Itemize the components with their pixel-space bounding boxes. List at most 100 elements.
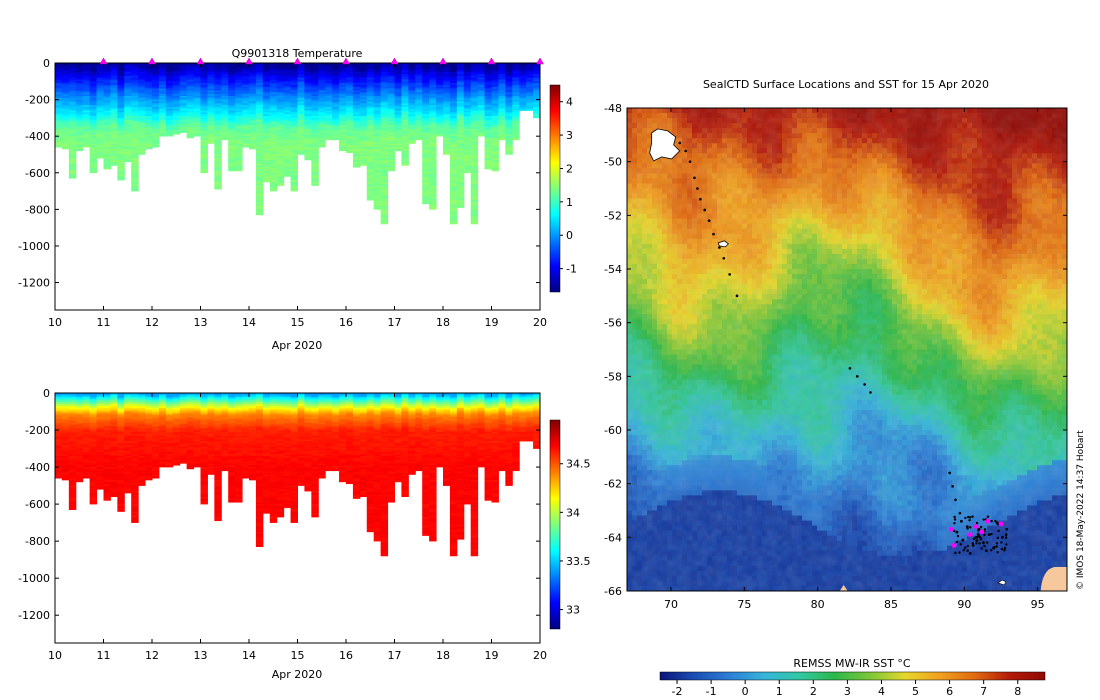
temperature-cell — [214, 139, 222, 142]
temperature-cell — [131, 73, 139, 77]
temperature-cell — [387, 141, 395, 144]
temperature-cell — [297, 68, 305, 71]
salinity-cell — [96, 470, 104, 473]
temperature-cell — [131, 117, 139, 121]
temperature-cell — [325, 121, 333, 124]
temperature-cell — [415, 81, 423, 84]
temperature-cell — [214, 167, 222, 170]
temperature-cell — [131, 132, 139, 135]
temperature-cell — [255, 200, 264, 203]
temperature-cell — [103, 105, 111, 108]
temperature-cell — [394, 145, 402, 148]
temperature-cell — [394, 130, 402, 133]
temperature-cell — [366, 189, 375, 192]
temperature-cell — [117, 94, 125, 97]
temperature-cell — [96, 130, 104, 133]
temperature-cell — [131, 125, 139, 128]
temperature-cell — [117, 103, 125, 106]
salinity-cell — [103, 439, 111, 442]
temperature-cell — [332, 101, 340, 104]
temperature-cell — [228, 150, 236, 153]
temperature-cell — [269, 169, 278, 172]
temperature-cell — [235, 163, 243, 166]
temperature-cell — [165, 106, 174, 110]
temperature-cell — [449, 116, 458, 119]
temperature-cell — [221, 66, 229, 69]
temperature-cell — [415, 84, 423, 88]
salinity-cell — [179, 393, 188, 396]
temperature-cell — [359, 75, 368, 78]
temperature-cell — [477, 121, 486, 124]
salinity-cell — [55, 435, 63, 438]
temperature-cell — [75, 92, 84, 95]
temperature-cell — [456, 159, 465, 163]
salinity-cell — [179, 407, 188, 410]
temperature-cell — [262, 123, 271, 126]
temperature-cell — [422, 83, 430, 86]
temperature-cell — [470, 218, 479, 221]
temperature-cell — [276, 117, 285, 121]
salinity-cell — [55, 398, 63, 401]
temperature-cell — [96, 156, 104, 159]
salinity-cell — [131, 424, 139, 427]
salinity-cell — [96, 422, 104, 425]
temperature-cell — [491, 152, 499, 155]
salinity-cell — [186, 413, 195, 416]
temperature-cell — [456, 148, 465, 152]
temperature-cell — [68, 159, 77, 163]
temperature-cell — [491, 103, 499, 106]
temperature-cell — [124, 132, 132, 135]
temperature-cell — [387, 138, 395, 141]
temperature-cell — [387, 81, 395, 84]
temperature-cell — [214, 95, 222, 99]
salinity-cell — [61, 450, 70, 453]
salinity-cell — [172, 394, 181, 398]
temperature-cell — [145, 95, 153, 99]
temperature-cell — [366, 148, 375, 152]
temperature-cell — [505, 128, 513, 131]
temperature-cell — [82, 130, 91, 133]
salinity-cell — [61, 431, 70, 435]
temperature-cell — [55, 101, 63, 104]
temperature-cell — [449, 112, 458, 115]
temperature-cell — [332, 77, 340, 80]
temperature-cell — [380, 73, 389, 77]
salinity-cell — [61, 465, 70, 468]
salinity-cell — [145, 398, 153, 401]
temperature-cell — [498, 130, 506, 133]
temperature-cell — [443, 94, 451, 97]
temperature-cell — [110, 148, 118, 152]
temperature-cell — [366, 192, 375, 196]
salinity-cell — [110, 487, 118, 490]
temperature-cell — [89, 92, 98, 95]
temperature-cell — [463, 99, 472, 102]
salinity-cell — [89, 411, 98, 414]
temperature-cell — [117, 97, 125, 100]
temperature-cell — [470, 222, 479, 225]
temperature-cell — [283, 119, 292, 122]
temperature-cell — [498, 97, 506, 100]
temperature-cell — [408, 121, 416, 124]
temperature-cell — [352, 158, 361, 161]
temperature-cell — [262, 114, 271, 117]
salinity-cell — [61, 468, 70, 472]
temperature-cell — [124, 139, 132, 142]
salinity-cell — [103, 452, 111, 455]
temperature-cell — [152, 103, 160, 106]
temperature-cell — [82, 81, 91, 84]
temperature-cell — [449, 128, 458, 131]
temperature-cell — [449, 99, 458, 102]
temperature-cell — [255, 191, 264, 194]
salinity-cell — [172, 402, 181, 405]
temperature-cell — [228, 163, 236, 166]
temperature-cell — [75, 66, 84, 69]
temperature-cell — [498, 106, 506, 110]
salinity-cell — [145, 465, 153, 468]
salinity-cell — [172, 417, 181, 420]
salinity-cell — [55, 431, 63, 435]
temperature-cell — [61, 99, 70, 102]
temperature-cell — [207, 117, 215, 121]
temperature-cell — [401, 77, 409, 80]
temperature-cell — [470, 132, 479, 135]
temperature-cell — [352, 138, 361, 141]
